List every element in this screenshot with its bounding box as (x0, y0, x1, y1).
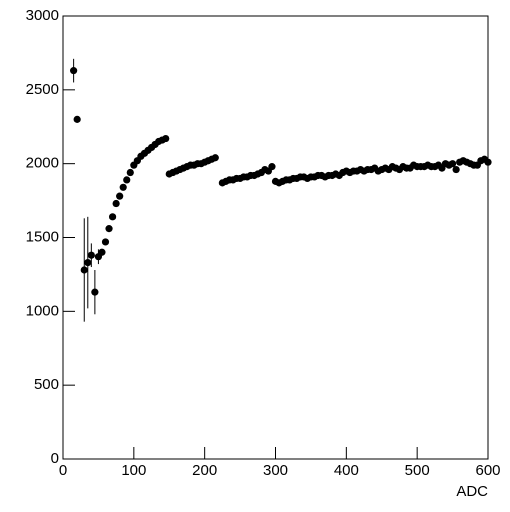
data-point (126, 168, 134, 177)
data-point (108, 213, 117, 221)
x-tick-label: 200 (192, 462, 217, 479)
y-tick-label: 0 (51, 450, 59, 467)
x-axis-label: ADC (456, 483, 488, 500)
data-point (119, 183, 127, 191)
x-tick-label: 100 (121, 462, 146, 479)
data-point (448, 160, 457, 168)
x-tick-label: 300 (263, 462, 288, 479)
data-point (87, 251, 95, 259)
data-point (101, 238, 110, 246)
data-point (112, 199, 120, 208)
data-point (98, 248, 106, 256)
data-point (84, 259, 92, 267)
data-point (211, 154, 219, 162)
data-point (116, 192, 124, 200)
data-point (452, 165, 460, 174)
data-point (80, 266, 88, 274)
y-tick-label: 2500 (26, 81, 59, 98)
data-point (484, 158, 492, 166)
x-tick-label: 400 (334, 462, 359, 479)
data-point (105, 225, 113, 233)
data-point (73, 115, 81, 123)
data-point (162, 134, 170, 143)
y-tick-label: 2000 (26, 155, 59, 172)
plot-frame (62, 15, 489, 460)
x-tick-label: 0 (59, 462, 67, 479)
data-point (91, 288, 99, 296)
y-tick-label: 3000 (26, 7, 59, 24)
data-point (123, 176, 131, 184)
x-tick-label: 600 (475, 462, 500, 479)
data-point (70, 67, 78, 75)
y-tick-label: 1000 (26, 302, 59, 319)
y-tick-label: 500 (34, 376, 59, 393)
y-tick-label: 1500 (26, 228, 59, 245)
data-point (268, 163, 276, 171)
x-tick-label: 500 (405, 462, 430, 479)
